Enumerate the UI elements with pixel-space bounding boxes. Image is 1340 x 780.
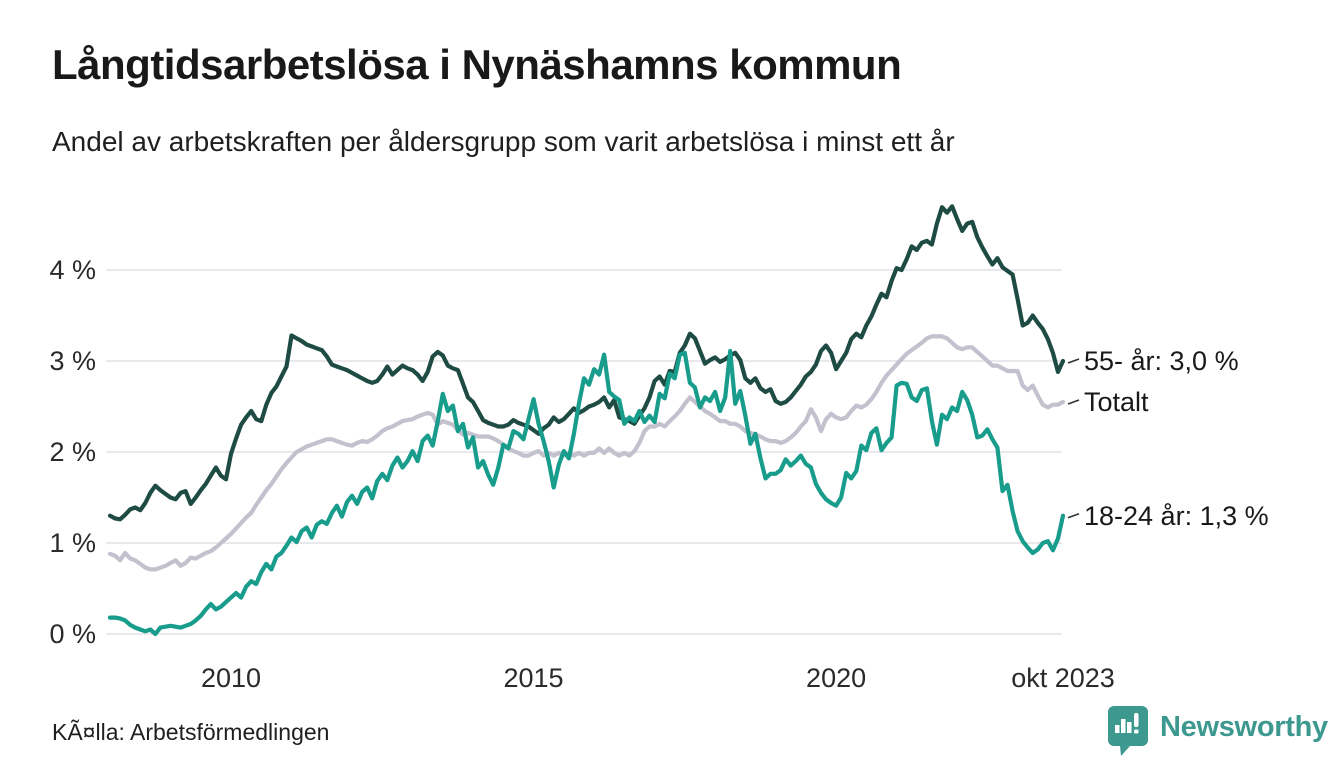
y-tick-label: 4 % <box>49 255 96 285</box>
series-label: 18-24 år: 1,3 % <box>1084 500 1269 531</box>
series-line-Totalt <box>107 334 1066 572</box>
label-connector <box>1067 358 1080 364</box>
series-line-55- år <box>107 204 1066 522</box>
y-tick-label: 3 % <box>49 346 96 376</box>
y-tick-label: 1 % <box>49 528 96 558</box>
bar-icon <box>1121 719 1126 733</box>
newsworthy-logo: Newsworthy <box>1106 704 1328 758</box>
exclamation-dot-icon <box>1134 729 1139 734</box>
x-tick-label: 2010 <box>200 663 262 693</box>
series-label: Totalt <box>1084 386 1149 417</box>
label-connector <box>1067 399 1080 405</box>
x-tick-label: okt 2023 <box>1011 663 1115 693</box>
page-title: Långtidsarbetslösa i Nynäshamns kommun <box>52 41 902 88</box>
bar-icon <box>1115 725 1120 733</box>
series-line-18-24 år <box>107 348 1066 637</box>
x-tick-label: 2015 <box>503 663 564 693</box>
newsworthy-speech-bubble-icon <box>1108 706 1148 756</box>
source-attribution: KÃ¤lla: Arbetsförmedlingen <box>52 719 330 745</box>
y-tick-label: 0 % <box>49 619 96 649</box>
label-connector <box>1067 512 1080 519</box>
bar-icon <box>1127 722 1132 733</box>
brand-name: Newsworthy <box>1160 711 1328 743</box>
x-tick-label: 2020 <box>806 663 867 693</box>
exclamation-icon <box>1134 713 1139 727</box>
y-tick-label: 2 % <box>49 437 96 467</box>
series-label: 55- år: 3,0 % <box>1084 346 1239 376</box>
page-subtitle: Andel av arbetskraften per åldersgrupp s… <box>52 126 955 157</box>
